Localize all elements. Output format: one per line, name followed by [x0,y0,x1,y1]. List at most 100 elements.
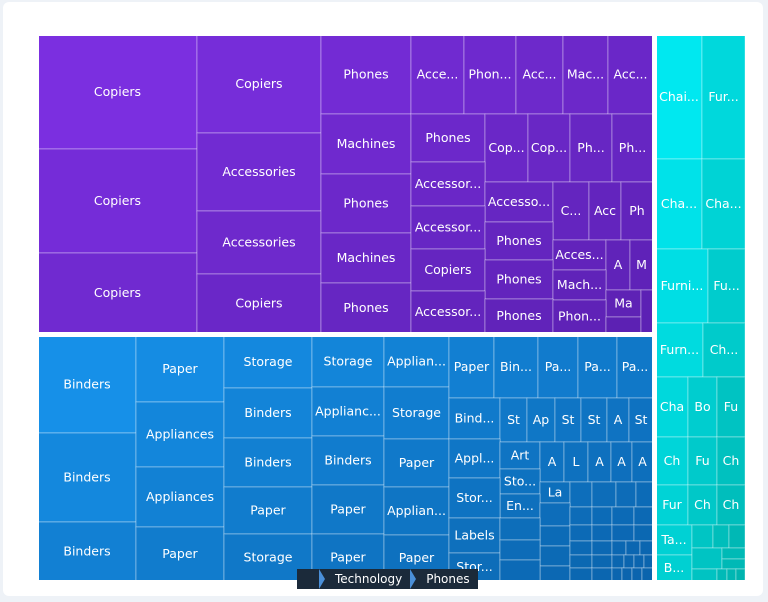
treemap-cell-rect[interactable] [196,34,322,134]
treemap-cell-office_supplies[interactable] [591,524,613,542]
treemap-cell-rect[interactable] [569,567,593,582]
treemap-cell-office_supplies[interactable]: Paper [448,335,495,399]
treemap-cell-rect[interactable] [591,540,613,556]
treemap-cell-office_supplies[interactable] [623,554,635,569]
treemap-cell-technology[interactable]: Phones [320,282,412,334]
treemap-cell-rect[interactable] [135,401,225,468]
treemap-cell-rect[interactable] [196,210,322,275]
treemap-cell-technology[interactable]: Ma [605,289,642,318]
treemap-cell-office_supplies[interactable] [569,540,593,556]
treemap-cell-rect[interactable] [569,113,613,183]
treemap-cell-office_supplies[interactable]: Sto... [499,468,541,495]
treemap-cell-office_supplies[interactable]: Paper [135,526,225,582]
treemap-cell-technology[interactable]: Copiers [410,248,486,292]
treemap-cell-furniture[interactable]: Furn... [655,322,704,378]
treemap-cell-rect[interactable] [635,481,654,508]
treemap-cell-furniture[interactable]: Fu [716,376,746,438]
treemap-cell-rect[interactable] [591,567,613,582]
treemap-cell-office_supplies[interactable]: Binders [37,335,137,434]
treemap-cell-rect[interactable] [701,158,746,250]
treemap-cell-technology[interactable]: Machines [320,232,412,284]
treemap-cell-furniture[interactable]: Bo [687,376,718,438]
treemap-cell-furniture[interactable]: Cha... [701,158,746,250]
treemap-cell-rect[interactable] [721,547,746,560]
treemap-cell-furniture[interactable]: Fu [687,436,718,486]
treemap-cell-rect[interactable] [643,554,654,569]
treemap-cell-rect[interactable] [37,521,137,582]
treemap-cell-office_supplies[interactable] [639,540,654,556]
treemap-cell-office_supplies[interactable] [591,554,613,569]
treemap-cell-office_supplies[interactable]: Pa... [577,335,618,399]
treemap-cell-rect[interactable] [320,34,412,115]
treemap-cell-furniture[interactable]: Fu... [707,248,746,324]
treemap-cell-rect[interactable] [621,567,633,582]
treemap-cell-furniture[interactable]: Ch [716,436,746,486]
treemap-cell-rect[interactable] [569,554,593,569]
treemap-cell-office_supplies[interactable]: Appliances [135,401,225,468]
treemap-cell-office_supplies[interactable] [591,567,613,582]
treemap-cell-office_supplies[interactable]: En... [499,493,541,519]
treemap-cell-technology[interactable]: Phones [410,113,486,163]
treemap-cell-rect[interactable] [552,269,607,301]
breadcrumb-item-phones[interactable]: Phones [426,572,470,586]
treemap-cell-office_supplies[interactable]: La [539,481,571,504]
treemap-cell-office_supplies[interactable]: Ap [526,397,556,443]
treemap-cell-rect[interactable] [135,335,225,403]
treemap-cell-rect[interactable] [37,252,198,334]
treemap-cell-office_supplies[interactable] [635,481,654,508]
treemap-cell-rect[interactable] [383,335,450,388]
treemap-cell-office_supplies[interactable] [611,506,635,526]
treemap-cell-office_supplies[interactable] [611,554,625,569]
treemap-cell-technology[interactable]: Accessories [196,210,322,275]
treemap-cell-rect[interactable] [655,34,703,160]
treemap-cell-rect[interactable] [591,554,613,569]
treemap-cell-rect[interactable] [607,34,654,115]
treemap-cell-rect[interactable] [615,481,637,508]
treemap-cell-rect[interactable] [320,173,412,234]
treemap-cell-furniture[interactable]: Cha... [655,158,703,250]
treemap-cell-rect[interactable] [611,540,627,556]
treemap-cell-office_supplies[interactable]: A [587,441,612,483]
treemap-cell-furniture[interactable]: Ch [687,484,718,526]
treemap-cell-rect[interactable] [641,567,654,582]
treemap-cell-rect[interactable] [223,437,313,488]
treemap-cell-technology[interactable]: Accessor... [410,161,486,207]
treemap-cell-rect[interactable] [37,148,198,254]
treemap-cell-office_supplies[interactable] [641,567,654,582]
treemap-cell-rect[interactable] [691,568,718,582]
treemap-cell-rect[interactable] [687,484,718,526]
treemap-cell-rect[interactable] [691,547,723,570]
treemap-cell-office_supplies[interactable]: Bind... [448,397,501,440]
treemap-cell-rect[interactable] [484,113,529,183]
treemap-cell-rect[interactable] [728,524,746,549]
treemap-cell-rect[interactable] [633,554,645,569]
treemap-cell-rect[interactable] [311,484,385,535]
treemap-cell-office_supplies[interactable] [569,554,593,569]
treemap-cell-rect[interactable] [591,524,613,542]
treemap-cell-office_supplies[interactable]: Art [499,441,541,470]
treemap-cell-office_supplies[interactable] [615,481,637,508]
treemap-cell-office_supplies[interactable]: St [499,397,528,443]
treemap-cell-rect[interactable] [726,568,737,582]
treemap-cell-rect[interactable] [552,299,607,334]
treemap-cell-rect[interactable] [687,436,718,486]
treemap-cell-rect[interactable] [716,568,728,582]
treemap-cell-rect[interactable] [539,441,565,483]
treemap-cell-rect[interactable] [591,481,617,508]
treemap-cell-rect[interactable] [611,113,654,183]
treemap-cell-furniture[interactable] [726,568,737,582]
treemap-cell-technology[interactable]: Accessor... [410,290,486,334]
treemap-cell-rect[interactable] [605,239,631,291]
treemap-cell-technology[interactable]: Acce... [410,34,465,115]
treemap-cell-rect[interactable] [562,34,609,115]
treemap-cell-office_supplies[interactable]: Applianc... [311,386,385,437]
treemap-cell-rect[interactable] [716,436,746,486]
treemap-cell-rect[interactable] [539,545,571,567]
treemap-cell-office_supplies[interactable]: Binders [223,387,313,439]
treemap-cell-rect[interactable] [484,221,554,261]
treemap-cell-office_supplies[interactable]: Paper [311,484,385,535]
treemap-cell-office_supplies[interactable] [611,567,623,582]
treemap-cell-technology[interactable]: Accesso... [484,181,554,223]
treemap-cell-furniture[interactable]: Ch [716,484,746,526]
treemap-cell-rect[interactable] [410,205,486,250]
